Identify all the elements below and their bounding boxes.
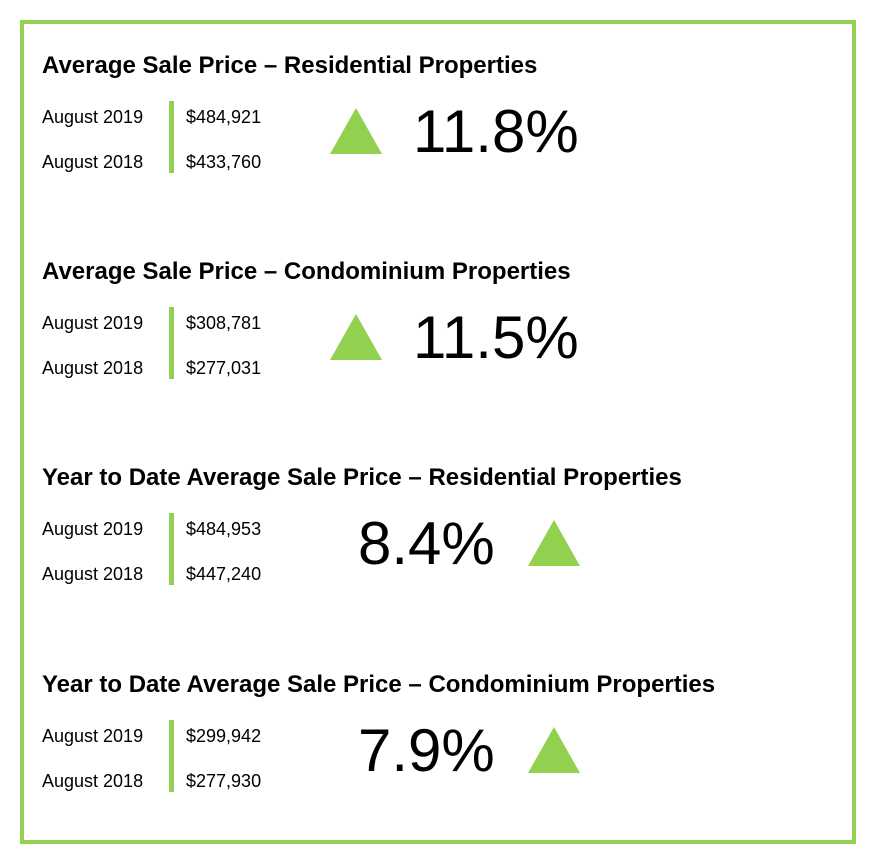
section-title: Average Sale Price – Condominium Propert… [42, 258, 571, 285]
up-arrow [528, 520, 580, 566]
bar-divider [169, 513, 174, 585]
price-value: $447,240 [186, 564, 262, 584]
price-value: $299,942 [186, 726, 262, 746]
price-value: $308,781 [186, 313, 262, 333]
up-arrow [330, 314, 382, 360]
period-label: August 2018 [42, 358, 144, 378]
up-arrow-shape [528, 520, 580, 566]
price-value: $484,921 [186, 107, 262, 127]
price-value: $484,953 [186, 519, 262, 539]
percent-change: 11.5% [413, 304, 579, 371]
up-arrow-shape [330, 108, 382, 154]
percent-change: 7.9% [358, 717, 495, 784]
bar-divider [169, 101, 174, 173]
price-section: Average Sale Price – Residential Propert… [0, 51, 874, 251]
period-label: August 2018 [42, 564, 144, 584]
price-value: $433,760 [186, 152, 262, 172]
bar-divider [169, 720, 174, 792]
period-label: August 2019 [42, 519, 144, 539]
up-arrow-shape [528, 727, 580, 773]
period-label: August 2019 [42, 726, 144, 746]
up-arrow-shape [330, 314, 382, 360]
up-arrow [330, 108, 382, 154]
section-title: Year to Date Average Sale Price – Condom… [42, 671, 716, 698]
period-label: August 2019 [42, 107, 144, 127]
price-section: Year to Date Average Sale Price – Reside… [0, 463, 874, 663]
period-label: August 2018 [42, 771, 144, 791]
section-title: Year to Date Average Sale Price – Reside… [42, 464, 682, 491]
section-title: Average Sale Price – Residential Propert… [42, 52, 538, 79]
period-label: August 2019 [42, 313, 144, 333]
up-arrow [528, 727, 580, 773]
price-section: Year to Date Average Sale Price – Condom… [0, 670, 874, 864]
percent-change: 11.8% [413, 98, 579, 165]
frame [20, 20, 856, 844]
price-section: Average Sale Price – Condominium Propert… [0, 257, 874, 457]
period-label: August 2018 [42, 152, 144, 172]
price-value: $277,930 [186, 771, 262, 791]
bar-divider [169, 307, 174, 379]
percent-change: 8.4% [358, 510, 495, 577]
price-value: $277,031 [186, 358, 262, 378]
